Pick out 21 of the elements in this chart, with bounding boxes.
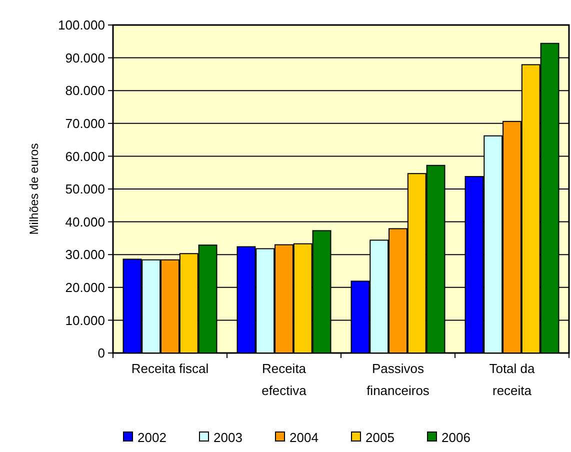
y-tick-label: 40.000 (65, 214, 105, 230)
y-tick-label: 30.000 (65, 247, 105, 262)
legend-label: 2002 (138, 430, 166, 445)
y-tick-label: 80.000 (65, 83, 105, 98)
x-tick-label: Receita efectiva (262, 361, 308, 398)
y-tick-label: 0 (98, 346, 105, 361)
x-tick-label: Receita fiscal (131, 361, 209, 376)
y-tick-label: 60.000 (65, 148, 105, 164)
y-tick-label: 100.000 (58, 18, 105, 33)
y-tick-label: 50.000 (65, 182, 105, 197)
x-tick-label: Total da receita (489, 361, 536, 398)
y-tick-label: 90.000 (65, 50, 105, 66)
y-tick-label: 20.000 (65, 280, 105, 295)
y-axis-title: Milhões de euros (27, 143, 41, 235)
legend-label: 2005 (366, 430, 394, 445)
x-tick-label: Passivos financeiros (366, 361, 430, 398)
y-tick-label: 10.000 (65, 312, 105, 328)
legend-label: 2004 (290, 430, 318, 445)
legend-label: 2006 (442, 430, 470, 445)
legend-label: 2003 (214, 430, 242, 445)
y-tick-label: 70.000 (65, 116, 105, 131)
